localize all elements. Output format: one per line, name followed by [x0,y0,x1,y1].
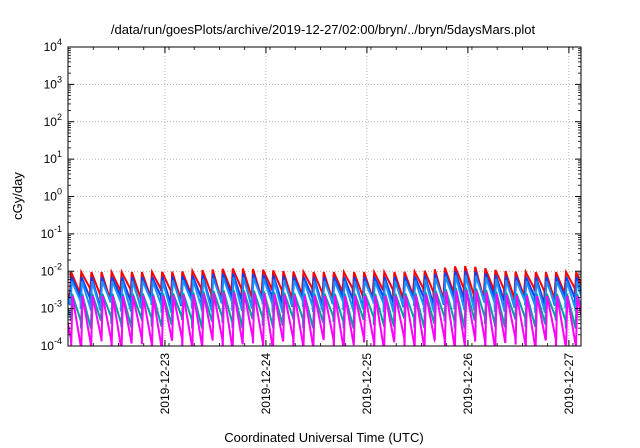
x-tick-label: 2019-12-25 [360,353,374,415]
x-tick-label: 2019-12-27 [562,353,576,415]
y-tick-label: 10-1 [41,224,62,241]
series-line [68,289,581,346]
x-tick-label: 2019-12-23 [158,353,172,415]
y-tick-label: 10-4 [41,336,62,353]
y-tick-label: 10-3 [41,299,62,316]
x-axis-label: Coordinated Universal Time (UTC) [224,430,423,445]
y-tick-label: 10-2 [41,261,62,278]
series-group [68,265,581,346]
y-tick-label: 102 [44,112,62,129]
y-tick-label: 101 [44,149,62,166]
x-tick-label: 2019-12-24 [259,353,273,415]
y-axis-label: cGy/day [10,172,25,220]
x-tick-label: 2019-12-26 [461,353,475,415]
y-tick-label: 104 [44,37,62,54]
y-tick-label: 100 [44,187,62,204]
chart-title: /data/run/goesPlots/archive/2019-12-27/0… [111,22,536,37]
y-tick-label: 103 [44,74,62,91]
ticks: 10-4 10-3 10-2 10-1 100 101 102 103 104 2019-12-2… [41,37,581,414]
